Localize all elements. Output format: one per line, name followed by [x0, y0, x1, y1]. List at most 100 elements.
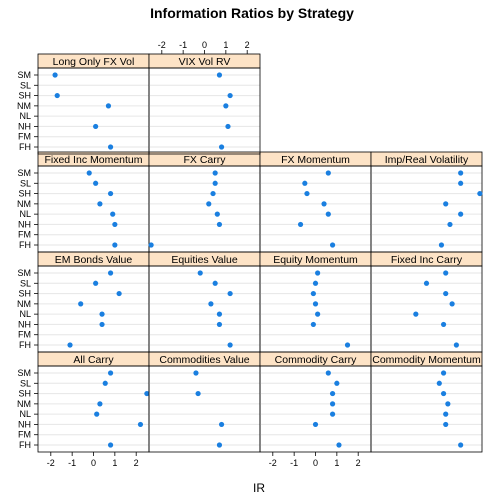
- data-point: [336, 442, 342, 448]
- panel-strip-label: Long Only FX Vol: [53, 56, 135, 68]
- x-tick-label: 2: [356, 458, 361, 468]
- data-point: [216, 442, 223, 448]
- x-tick-label: -1: [68, 458, 76, 468]
- data-point: [216, 221, 223, 228]
- data-point: [107, 442, 114, 448]
- x-tick-label: 2: [134, 458, 139, 468]
- data-point: [212, 170, 218, 176]
- y-tick-label: FM: [18, 430, 31, 440]
- y-tick-label: SL: [20, 378, 31, 388]
- data-point: [329, 401, 336, 407]
- panel-strip-label: Equity Momentum: [273, 254, 358, 266]
- data-point: [227, 342, 233, 348]
- data-point: [93, 180, 99, 186]
- data-point: [216, 72, 223, 78]
- y-tick-label: NL: [19, 309, 31, 319]
- data-point: [214, 211, 220, 217]
- data-point: [218, 144, 225, 150]
- x-tick-label: -1: [179, 40, 187, 50]
- data-point: [227, 92, 233, 99]
- panel-strip-label: Fixed Inc Momentum: [44, 154, 142, 166]
- data-point: [438, 242, 445, 248]
- panel-strip-label: All Carry: [73, 354, 114, 366]
- data-point: [315, 311, 321, 317]
- data-point: [312, 280, 319, 286]
- panel-frame: [259, 365, 372, 453]
- x-tick-label: 1: [112, 458, 117, 468]
- data-point: [440, 321, 447, 328]
- data-point: [440, 370, 447, 376]
- data-point: [86, 170, 92, 176]
- data-point: [216, 311, 223, 317]
- data-point: [94, 411, 100, 417]
- y-tick-label: SL: [20, 278, 31, 288]
- data-point: [344, 342, 351, 348]
- x-axes: -2 -1 0 1 2 -2 -1 0 1 2 -2 -1 0 1 2: [47, 40, 361, 468]
- data-point: [52, 72, 58, 78]
- y-tick-label: NM: [17, 399, 31, 409]
- data-point: [54, 92, 60, 99]
- x-tick-label: -2: [47, 458, 55, 468]
- y-tick-label: NM: [17, 101, 31, 111]
- data-point: [93, 123, 99, 130]
- data-point: [212, 280, 218, 286]
- panel: Long Only FX Vol: [37, 53, 150, 155]
- data-point: [195, 390, 201, 397]
- panel-strip-label: FX Carry: [184, 154, 227, 166]
- panel-frame: [370, 165, 483, 253]
- data-point: [107, 144, 114, 150]
- data-point: [137, 421, 144, 428]
- data-point: [218, 421, 225, 428]
- data-point: [310, 290, 316, 297]
- data-point: [329, 242, 336, 248]
- y-tick-label: FH: [19, 340, 31, 350]
- panel-frame: [37, 365, 150, 453]
- data-point: [453, 342, 459, 348]
- panel: Fixed Inc Momentum: [37, 151, 150, 253]
- panel-frame: [37, 265, 150, 353]
- y-tick-label: FH: [19, 240, 31, 250]
- x-tick-label: -1: [290, 458, 298, 468]
- y-tick-label: NL: [19, 409, 31, 419]
- data-point: [423, 280, 430, 286]
- data-point: [78, 301, 84, 307]
- data-point: [310, 321, 316, 328]
- y-tick-label: SM: [18, 70, 32, 80]
- data-point: [443, 290, 449, 297]
- data-point: [93, 280, 99, 286]
- data-point: [99, 321, 105, 328]
- y-tick-label: FM: [18, 330, 31, 340]
- data-point: [97, 401, 103, 407]
- data-point: [312, 421, 319, 428]
- panel-frame: [148, 67, 261, 155]
- data-point: [436, 380, 442, 386]
- y-tick-label: NL: [19, 111, 31, 121]
- left-axis: SMSLSHNMNLNHFMFHSMSLSHNMNLNHFMFHSMSLSHNM…: [17, 70, 38, 450]
- panel-frame: [259, 165, 372, 253]
- data-point: [297, 221, 304, 228]
- data-point: [116, 290, 122, 297]
- data-point: [112, 221, 118, 228]
- x-tick-label: 0: [313, 458, 318, 468]
- data-point: [449, 301, 455, 307]
- y-tick-label: NH: [18, 419, 31, 429]
- y-tick-label: SM: [18, 268, 32, 278]
- data-point: [334, 380, 340, 386]
- data-point: [110, 211, 116, 217]
- data-point: [445, 401, 451, 407]
- data-point: [329, 411, 336, 417]
- panel-frame: [148, 165, 261, 253]
- y-tick-label: NM: [17, 199, 31, 209]
- panel-frame: [148, 365, 261, 453]
- data-point: [193, 370, 199, 376]
- panel-strip-label: Imp/Real Volatility: [385, 154, 469, 166]
- panel-strip-label: EM Bonds Value: [55, 254, 133, 266]
- data-point: [67, 342, 73, 348]
- y-tick-label: SL: [20, 80, 31, 90]
- x-tick-label: 1: [334, 458, 339, 468]
- data-point: [105, 103, 112, 109]
- panel-frame: [37, 67, 150, 155]
- panel-strip-label: Equities Value: [171, 254, 238, 266]
- data-point: [443, 421, 449, 428]
- data-point: [206, 201, 212, 207]
